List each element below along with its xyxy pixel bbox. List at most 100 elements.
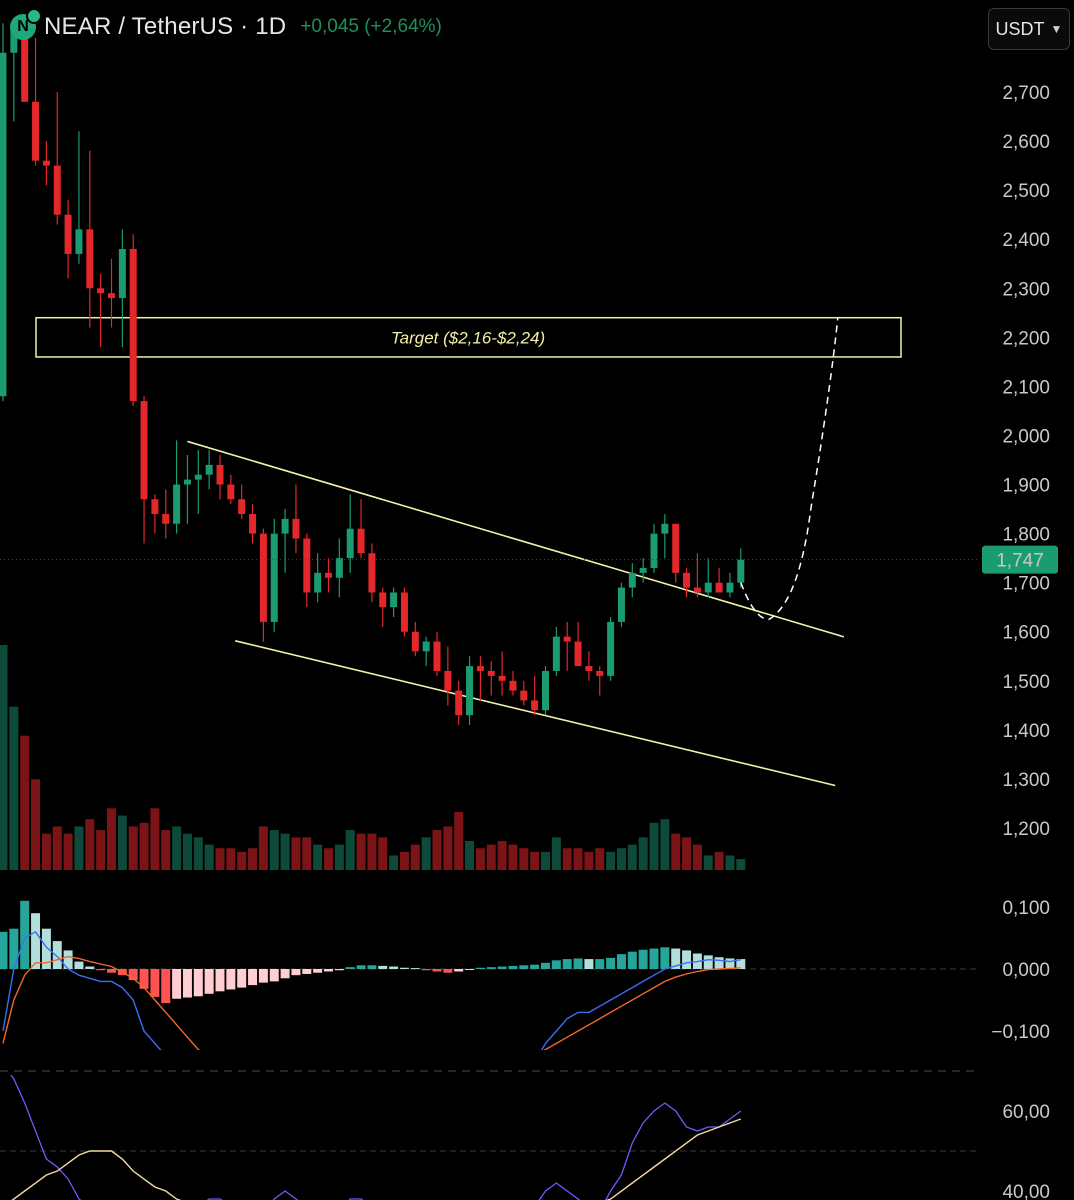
currency-selector[interactable]: USDT ▼ — [988, 8, 1070, 50]
candle-body — [737, 559, 745, 583]
candle-body — [227, 484, 235, 500]
candle — [639, 558, 647, 583]
macd-histogram-bar — [258, 969, 268, 983]
volume-bar — [378, 837, 388, 870]
volume-bar — [313, 844, 323, 870]
candle — [672, 523, 680, 583]
macd-histogram-bar — [345, 967, 355, 969]
candle — [64, 199, 72, 279]
candle-body — [259, 533, 267, 622]
candle — [0, 23, 7, 402]
candle — [628, 563, 636, 598]
candle — [509, 670, 517, 696]
macd-histogram-bar — [31, 913, 41, 969]
candle — [205, 450, 213, 490]
target-zone[interactable]: Target ($2,16-$2,24) — [35, 316, 902, 358]
volume-bar — [107, 808, 116, 870]
volume-bar — [9, 706, 19, 870]
chart-header: N NEAR / TetherUS · 1D +0,045 (+2,64%) — [10, 8, 442, 46]
macd-histogram-bar — [682, 950, 692, 969]
volume-bar — [258, 826, 268, 870]
volume-bar — [497, 840, 507, 870]
volume-bar — [573, 848, 583, 870]
candle-body — [205, 464, 213, 475]
candle-body — [715, 582, 723, 593]
macd-histogram-bar — [0, 931, 8, 969]
volume-bar — [302, 837, 312, 870]
volume-bar — [215, 848, 225, 870]
candle-body — [335, 558, 343, 578]
candle — [563, 621, 571, 671]
volume-bar — [443, 826, 453, 870]
candle — [531, 675, 539, 716]
candle — [607, 617, 615, 681]
candle-body — [346, 528, 354, 559]
candle-body — [400, 592, 408, 632]
price-tick-label: 2,100 — [1002, 377, 1050, 398]
volume-bar — [703, 855, 713, 870]
macd-histogram-bar — [237, 969, 247, 988]
rsi-tick-label: 40,00 — [1002, 1182, 1050, 1200]
volume-bar — [150, 808, 160, 870]
candle-body — [216, 464, 224, 485]
last-price-badge — [982, 545, 1058, 574]
volume-bar — [74, 826, 84, 870]
candle-body — [574, 641, 582, 667]
symbol-title[interactable]: NEAR / TetherUS · 1D — [44, 13, 287, 40]
macd-histogram-bar — [280, 969, 290, 979]
macd-histogram-bar — [519, 965, 529, 969]
candle-body — [509, 680, 517, 691]
candle — [194, 450, 202, 514]
candle-body — [108, 293, 115, 299]
volume-bar — [41, 833, 51, 870]
candle — [75, 131, 83, 264]
near-logo-icon: N — [10, 8, 42, 40]
candle-body — [238, 499, 246, 514]
macd-histogram-bar — [638, 949, 648, 969]
macd-histogram-bar — [584, 959, 594, 969]
target-zone-box[interactable] — [35, 316, 902, 358]
candle — [455, 680, 463, 725]
candle — [661, 513, 669, 559]
volume-bar — [475, 848, 485, 870]
volume-bar — [671, 833, 681, 870]
candle-body — [390, 592, 398, 608]
volume-bar — [454, 811, 464, 870]
candle — [314, 553, 322, 603]
candle-body — [162, 513, 170, 524]
candle-body — [422, 641, 430, 652]
macd-histogram-bar — [41, 928, 51, 969]
volume-bar — [85, 819, 95, 870]
volume-bar — [584, 851, 594, 870]
volume-bar — [128, 826, 138, 870]
macd-histogram-bar — [541, 962, 550, 969]
candle — [86, 150, 94, 328]
currency-label: USDT — [995, 18, 1045, 39]
channel-upper-line — [187, 440, 845, 638]
candle — [325, 558, 332, 593]
candle-body — [704, 582, 712, 593]
volume-bar — [324, 848, 333, 870]
descending-channel[interactable] — [187, 440, 845, 787]
macd-tick-label: −0,100 — [991, 1022, 1050, 1043]
candle-body — [368, 553, 376, 593]
chevron-down-icon: ▼ — [1050, 22, 1063, 36]
candle-body — [303, 538, 311, 593]
volume-bar — [345, 830, 355, 870]
candle-body — [487, 670, 495, 676]
candle — [118, 229, 126, 348]
candle-body — [628, 572, 636, 588]
candle — [552, 626, 560, 676]
candle-body — [726, 582, 734, 593]
price-tick-label: 1,900 — [1002, 476, 1050, 497]
macd-histogram-bar — [497, 966, 507, 969]
volume-bar — [551, 837, 561, 870]
candle-body — [183, 479, 191, 485]
exchange-badge-icon — [26, 8, 42, 24]
candle — [574, 621, 582, 667]
candle — [183, 455, 191, 524]
candle — [411, 621, 419, 657]
macd-histogram-bar — [193, 969, 203, 997]
candle — [42, 141, 50, 186]
